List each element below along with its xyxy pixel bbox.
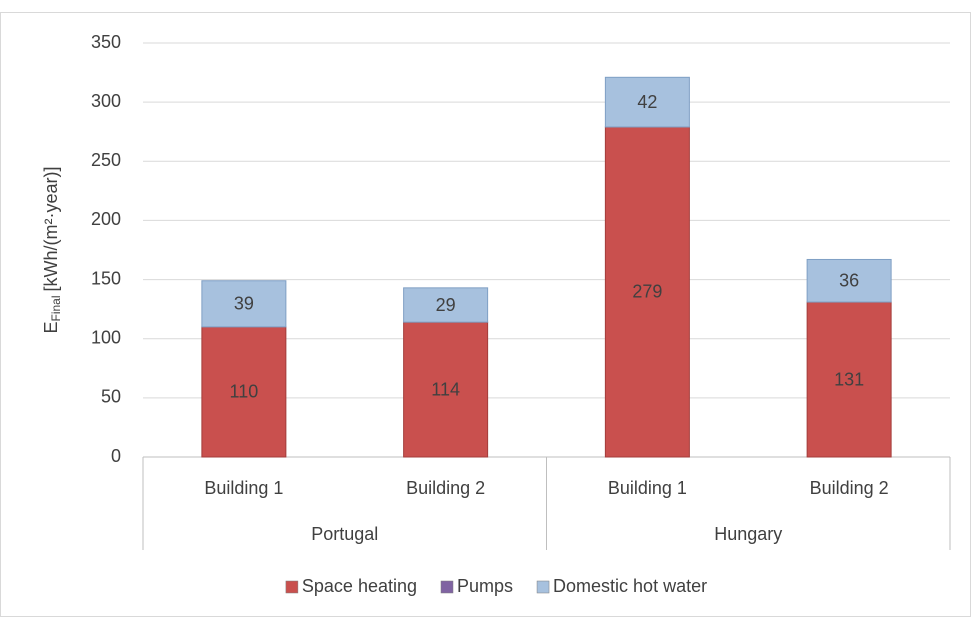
- x-tick-label: Building 2: [406, 478, 485, 498]
- x-tick-label: Building 2: [810, 478, 889, 498]
- legend-swatch: [285, 580, 299, 594]
- bar-segment: [806, 301, 892, 458]
- legend-label: Space heating: [302, 576, 417, 596]
- bar-segment: [201, 280, 287, 328]
- group-label: Portugal: [311, 524, 378, 544]
- legend-label: Pumps: [457, 576, 513, 596]
- group-label: Hungary: [714, 524, 782, 544]
- y-tick-label: 250: [91, 150, 121, 170]
- data-label: 114: [431, 379, 460, 399]
- y-tick-label: 100: [91, 327, 121, 347]
- legend-label: Domestic hot water: [553, 576, 707, 596]
- data-label: 29: [436, 295, 456, 315]
- y-tick-label: 0: [111, 446, 121, 466]
- data-label: 39: [234, 294, 254, 314]
- bar-segment: [604, 76, 690, 128]
- data-label: 110: [230, 382, 259, 402]
- y-tick-label: 350: [91, 32, 121, 52]
- bar-segment: [806, 258, 892, 303]
- y-tick-label: 50: [101, 387, 121, 407]
- y-tick-label: 200: [91, 209, 121, 229]
- bar-segment: [201, 326, 287, 458]
- bar-segment: [604, 126, 690, 458]
- y-tick-label: 150: [91, 268, 121, 288]
- bar-segment: [403, 287, 489, 323]
- data-label: 42: [637, 92, 657, 112]
- legend-swatch: [440, 580, 454, 594]
- y-label-unit: [kWh/(m²·year)]: [41, 166, 61, 291]
- y-label-main: E: [41, 322, 61, 334]
- data-label: 279: [632, 282, 662, 302]
- legend-swatch: [536, 580, 550, 594]
- y-axis-label: EFinal [kWh/(m²·year)]: [41, 166, 63, 333]
- data-label: 36: [839, 271, 859, 291]
- bar-segment: [403, 321, 489, 458]
- x-tick-label: Building 1: [204, 478, 283, 498]
- y-label-subscript: Final: [49, 295, 63, 321]
- x-tick-label: Building 1: [608, 478, 687, 498]
- y-tick-label: 300: [91, 91, 121, 111]
- data-label: 131: [834, 369, 864, 389]
